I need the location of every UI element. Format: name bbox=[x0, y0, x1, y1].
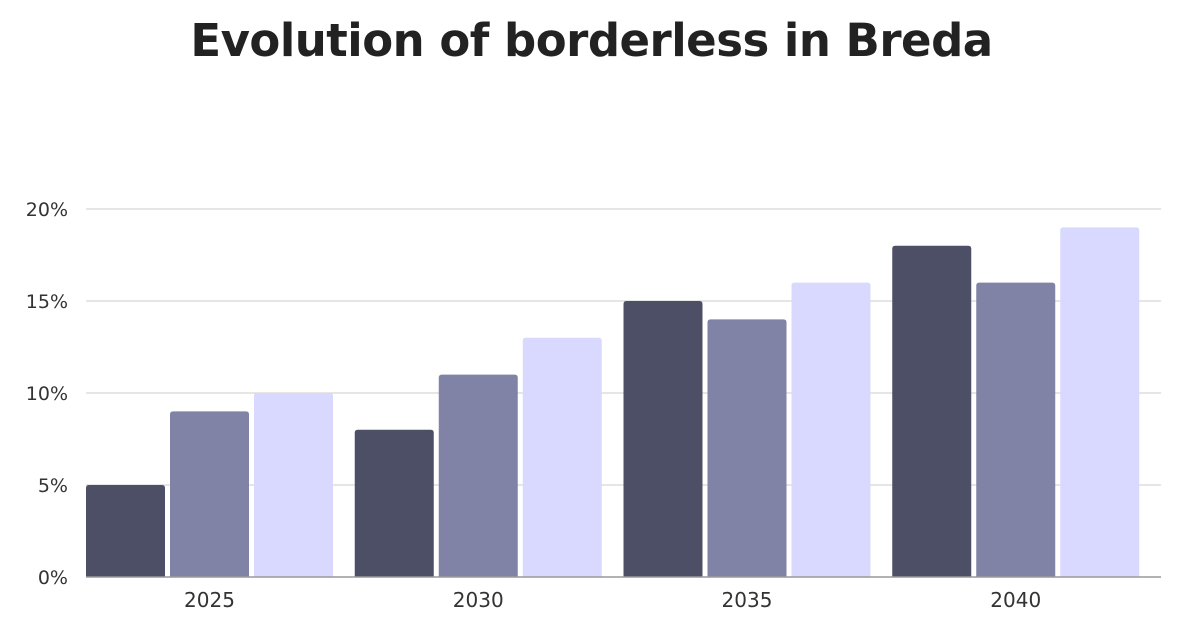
bar-2030-series-1 bbox=[354, 429, 434, 577]
x-tick-label: 2030 bbox=[453, 588, 504, 612]
bar-2040-series-3 bbox=[1060, 227, 1140, 577]
y-tick-label: 10% bbox=[26, 383, 68, 405]
bar-2030-series-3 bbox=[522, 337, 602, 577]
bars bbox=[86, 227, 1140, 578]
bar-2025-series-1 bbox=[86, 485, 165, 577]
x-tick-label: 2035 bbox=[722, 588, 773, 612]
bar-2025-series-2 bbox=[170, 411, 249, 577]
bar-2025-series-3 bbox=[254, 393, 333, 577]
y-tick-label: 5% bbox=[38, 475, 68, 497]
bar-2035-series-2 bbox=[707, 319, 787, 577]
bar-2035-series-1 bbox=[623, 301, 703, 577]
bar-2035-series-3 bbox=[791, 282, 871, 577]
axis-labels: 0% 5% 10% 15% 20% 2025 2030 2035 2040 bbox=[26, 199, 1041, 612]
x-tick-label: 2025 bbox=[184, 588, 235, 612]
y-tick-label: 15% bbox=[26, 291, 68, 313]
x-tick-label: 2040 bbox=[990, 588, 1041, 612]
y-tick-label: 0% bbox=[38, 567, 68, 589]
bar-2030-series-2 bbox=[438, 374, 518, 577]
chart-title: Evolution of borderless in Breda bbox=[190, 14, 993, 67]
y-tick-label: 20% bbox=[26, 199, 68, 221]
bar-2040-series-1 bbox=[892, 245, 972, 578]
bar-2040-series-2 bbox=[976, 282, 1056, 577]
